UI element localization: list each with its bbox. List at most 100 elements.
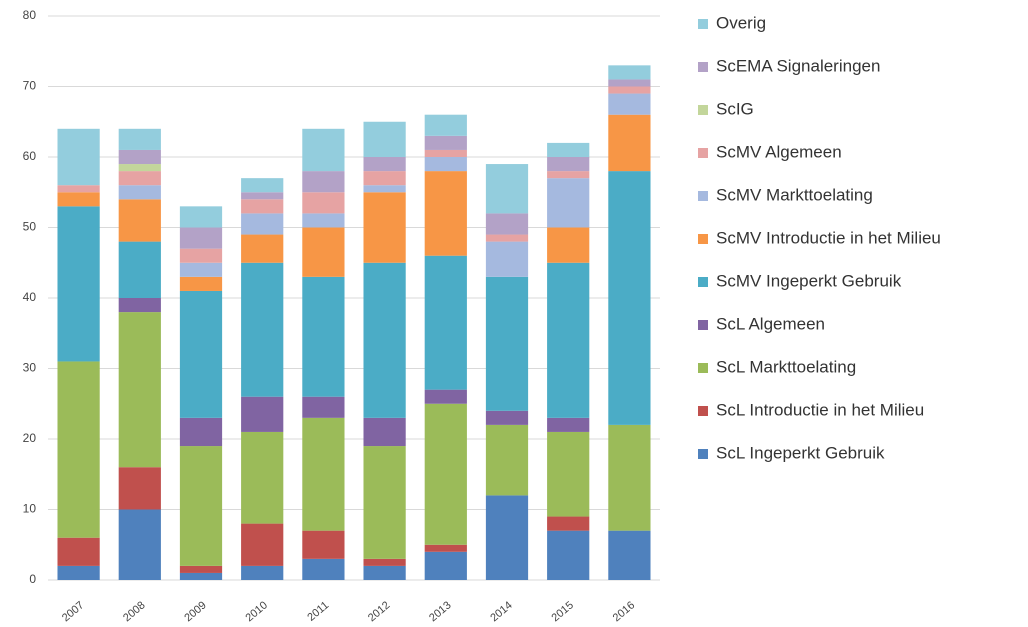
- bar-segment: [363, 192, 406, 263]
- bar-segment: [485, 276, 529, 411]
- legend-swatch: [698, 277, 708, 287]
- bar-segment: [424, 551, 467, 580]
- bar-segment: [118, 312, 161, 468]
- bar-segment: [118, 241, 161, 298]
- bar-segment: [363, 171, 406, 186]
- bar-segment: [363, 558, 406, 566]
- bar-segment: [424, 157, 467, 172]
- bar-segment: [241, 213, 284, 235]
- y-tick-label: 70: [23, 79, 37, 93]
- legend-label: ScIG: [716, 99, 754, 118]
- bar-segment: [118, 467, 161, 510]
- bar-segment: [241, 178, 284, 193]
- bar-segment: [424, 135, 467, 150]
- bar-segment: [57, 128, 100, 186]
- bar-segment: [241, 262, 284, 397]
- x-tick-label: 2007: [60, 599, 86, 624]
- legend-label: ScMV Ingeperkt Gebruik: [716, 271, 902, 290]
- bar-segment: [547, 227, 590, 263]
- bar-segment: [485, 164, 529, 214]
- bar-segment: [241, 523, 284, 566]
- y-tick-label: 80: [23, 8, 37, 22]
- bar-segment: [241, 199, 284, 214]
- bar-segment: [608, 171, 651, 425]
- bar-segment: [485, 495, 529, 580]
- legend-swatch: [698, 449, 708, 459]
- y-tick-label: 50: [23, 220, 37, 234]
- bar-segment: [179, 206, 223, 228]
- bar-segment: [424, 114, 467, 136]
- bar-segment: [302, 417, 345, 531]
- x-tick-label: 2016: [611, 599, 637, 624]
- bar-segment: [608, 114, 651, 172]
- bar-segment: [302, 192, 345, 214]
- legend-swatch: [698, 148, 708, 158]
- x-tick-label: 2013: [427, 599, 453, 624]
- bar-segment: [302, 128, 345, 172]
- bar-segment: [179, 248, 223, 263]
- legend-label: ScL Algemeen: [716, 314, 825, 333]
- bar-segment: [608, 530, 651, 580]
- bar-segment: [57, 185, 100, 193]
- bar-segment: [363, 157, 406, 172]
- bar-segment: [241, 565, 284, 580]
- bar-segment: [363, 121, 406, 157]
- bar-segment: [424, 149, 467, 157]
- x-tick-label: 2012: [366, 599, 392, 624]
- bar-segment: [302, 171, 345, 193]
- bar-segment: [241, 234, 284, 263]
- bar-segment: [57, 192, 100, 207]
- bar-segment: [302, 530, 345, 559]
- bar-segment: [547, 157, 590, 172]
- bar-segment: [608, 86, 651, 94]
- bar-segment: [241, 431, 284, 524]
- legend-swatch: [698, 406, 708, 416]
- y-tick-label: 40: [23, 290, 37, 304]
- x-tick-label: 2008: [121, 599, 147, 624]
- bar-segment: [608, 93, 651, 115]
- bar-segment: [118, 128, 161, 150]
- bar-segment: [608, 424, 651, 531]
- bar-segment: [118, 164, 161, 172]
- bar-segment: [179, 276, 223, 291]
- bar-segment: [485, 410, 529, 425]
- y-tick-label: 30: [23, 361, 37, 375]
- legend-label: ScL Ingeperkt Gebruik: [716, 443, 885, 462]
- bar-segment: [424, 255, 467, 390]
- bar-segment: [424, 403, 467, 545]
- legend-label: ScL Markttoelating: [716, 357, 856, 376]
- bar-segment: [424, 171, 467, 256]
- bar-segment: [608, 79, 651, 87]
- bar-segment: [363, 262, 406, 418]
- legend-label: ScEMA Signaleringen: [716, 56, 880, 75]
- bar-segment: [302, 213, 345, 228]
- bar-segment: [363, 446, 406, 559]
- bar-segment: [179, 565, 223, 573]
- bar-segment: [179, 572, 223, 580]
- bar-segment: [179, 446, 223, 566]
- bar-segment: [241, 396, 284, 432]
- legend-label: ScMV Markttoelating: [716, 185, 873, 204]
- x-tick-label: 2009: [182, 599, 208, 624]
- bar-segment: [179, 227, 223, 249]
- bar-segment: [302, 276, 345, 397]
- bar-segment: [179, 262, 223, 277]
- bar-segment: [485, 241, 529, 277]
- bar-segment: [424, 389, 467, 404]
- bar-segment: [547, 171, 590, 179]
- bar-segment: [547, 516, 590, 531]
- bar-segment: [363, 417, 406, 447]
- bar-segment: [302, 227, 345, 277]
- bar-segment: [363, 185, 406, 193]
- bar-segment: [57, 565, 100, 580]
- bar-segment: [302, 558, 345, 580]
- legend-swatch: [698, 105, 708, 115]
- bar-segment: [241, 192, 284, 200]
- bar-segment: [547, 262, 590, 418]
- bar-segment: [179, 290, 223, 418]
- bar-segment: [118, 199, 161, 242]
- bar-segment: [118, 509, 161, 580]
- bar-segment: [57, 537, 100, 566]
- legend-label: Overig: [716, 13, 766, 32]
